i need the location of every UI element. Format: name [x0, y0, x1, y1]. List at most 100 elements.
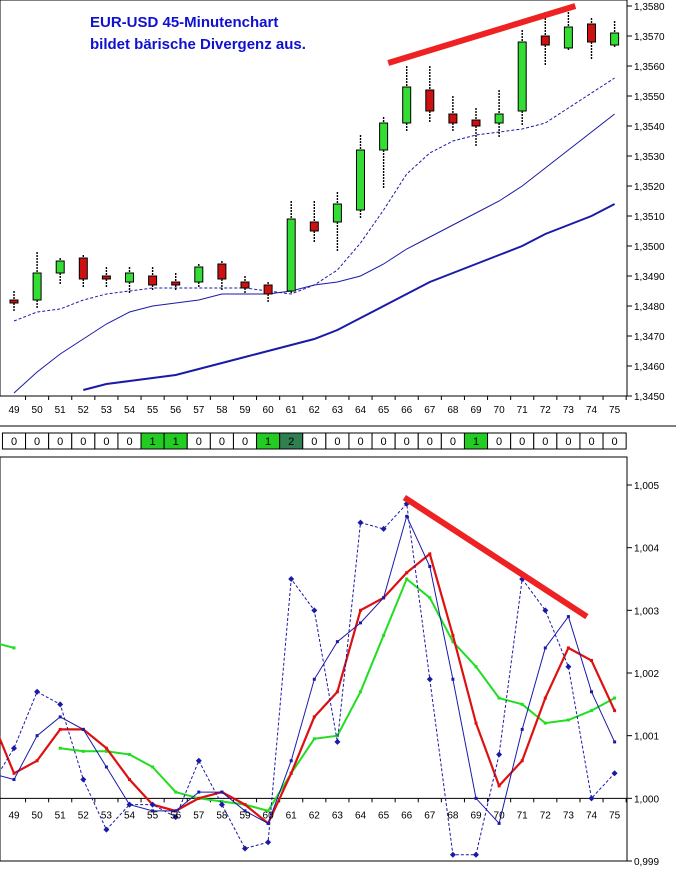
signal-cell-value: 0: [80, 436, 86, 448]
osc-point: [449, 851, 456, 858]
osc-point: [80, 776, 87, 783]
osc-point: [613, 740, 617, 744]
candle-body: [563, 26, 573, 49]
signal-cell-value: 0: [519, 436, 525, 448]
signal-cell-value: 0: [11, 436, 17, 448]
osc-point: [497, 821, 501, 825]
osc-point: [566, 718, 570, 722]
osc-x-tick-label: 74: [586, 810, 598, 821]
osc-point: [428, 552, 432, 556]
candle-body: [101, 275, 111, 280]
osc-point: [590, 658, 593, 662]
osc-point: [380, 525, 387, 532]
osc-point: [428, 564, 432, 568]
osc-point: [57, 701, 64, 708]
price-x-tick-label: 67: [424, 405, 436, 416]
price-x-tick-label: 54: [124, 405, 136, 416]
osc-point: [312, 737, 316, 741]
price-y-tick-label: 1,3460: [634, 362, 665, 373]
signal-cell-value: 0: [565, 436, 571, 448]
candle-body: [494, 113, 504, 124]
price-trendline: [387, 3, 577, 66]
candle-body: [540, 35, 550, 46]
osc-point: [311, 607, 318, 614]
osc-point: [335, 640, 339, 644]
candle-body: [402, 86, 412, 124]
signal-cell-value: 0: [34, 436, 40, 448]
osc-point: [405, 577, 409, 581]
price-x-tick-label: 59: [239, 405, 251, 416]
candle-body: [55, 260, 65, 274]
candle-body: [194, 266, 204, 283]
price-x-tick-label: 56: [170, 405, 182, 416]
osc-point: [613, 709, 617, 713]
osc-point: [497, 696, 501, 700]
signal-cell-value: 0: [57, 436, 63, 448]
osc-point: [520, 727, 524, 731]
candle-body: [425, 89, 435, 112]
osc-x-tick-label: 75: [609, 810, 621, 821]
osc-point: [474, 796, 478, 800]
price-y-tick-label: 1,3530: [634, 152, 665, 163]
osc-point: [405, 571, 409, 575]
signal-cell-value: 1: [473, 436, 479, 448]
osc-point: [11, 745, 17, 752]
candle-body: [471, 119, 481, 127]
osc-point: [128, 752, 131, 756]
osc-x-tick-label: 59: [239, 810, 251, 821]
osc-point: [334, 738, 341, 745]
price-x-tick-label: 53: [101, 405, 113, 416]
price-x-tick-label: 64: [355, 405, 367, 416]
osc-point: [151, 765, 155, 769]
price-plot-frame: [0, 0, 628, 397]
price-x-tick-label: 52: [78, 405, 90, 416]
chart-subtitle: bildet bärische Divergenz aus.: [90, 36, 306, 53]
osc-point: [451, 633, 455, 637]
osc-x-tick-label: 73: [563, 810, 575, 821]
osc-point: [428, 596, 432, 600]
osc-point: [588, 795, 595, 802]
osc-point: [451, 677, 455, 681]
candle-body: [217, 263, 227, 280]
candle-body: [78, 257, 88, 280]
osc-point: [58, 746, 62, 750]
osc-point: [34, 688, 41, 695]
osc-point: [497, 784, 501, 788]
signal-cell-value: 0: [427, 436, 433, 448]
osc-point: [104, 749, 108, 753]
signal-cell-value: 1: [265, 436, 271, 448]
osc-point: [359, 690, 362, 694]
osc-point: [151, 809, 155, 813]
osc-point: [174, 790, 178, 794]
osc-x-tick-label: 57: [193, 810, 205, 821]
osc-point: [197, 790, 201, 794]
osc-y-tick-label: 1,001: [634, 732, 659, 743]
osc-point: [58, 715, 62, 719]
signal-cell-value: 0: [357, 436, 363, 448]
osc-x-tick-label: 60: [263, 810, 275, 821]
osc-x-tick-label: 70: [494, 810, 506, 821]
osc-point: [451, 640, 455, 644]
signal-cell-value: 0: [496, 436, 502, 448]
candle-body: [9, 299, 19, 304]
osc-x-tick-label: 68: [447, 810, 459, 821]
price-x-tick-label: 55: [147, 405, 159, 416]
osc-x-tick-label: 62: [309, 810, 321, 821]
osc-point: [335, 734, 339, 738]
chart-title: EUR-USD 45-Minutenchart: [90, 14, 279, 31]
price-x-tick-label: 57: [193, 405, 205, 416]
osc-x-tick-label: 65: [378, 810, 390, 821]
price-x-tick-label: 62: [309, 405, 321, 416]
osc-x-tick-label: 49: [8, 810, 20, 821]
osc-x-tick-label: 50: [32, 810, 44, 821]
candle-body: [332, 203, 342, 223]
price-x-tick-label: 74: [586, 405, 598, 416]
osc-point: [382, 596, 386, 600]
osc-point: [103, 826, 110, 833]
osc-point: [12, 778, 16, 782]
osc-point: [426, 676, 433, 683]
price-y-tick-label: 1,3540: [634, 122, 665, 133]
signal-cell-value: 0: [126, 436, 132, 448]
osc-x-tick-label: 58: [216, 810, 228, 821]
osc-point: [128, 778, 131, 782]
